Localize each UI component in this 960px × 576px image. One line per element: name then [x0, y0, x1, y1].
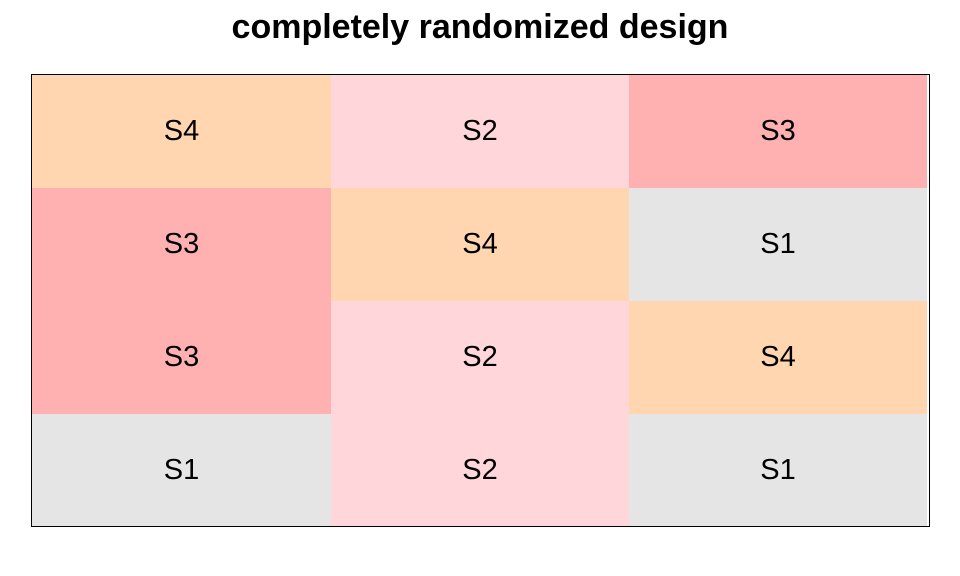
plot-cell: S3: [32, 188, 331, 301]
plot-cell: S2: [331, 75, 629, 188]
plot-cell: S2: [331, 301, 629, 414]
plot-cell: S4: [629, 301, 927, 414]
plot-cell: S1: [32, 414, 331, 526]
plot-cell: S4: [331, 188, 629, 301]
plot-cell: S3: [629, 75, 927, 188]
plot-cell: S2: [331, 414, 629, 526]
plot-cell: S3: [32, 301, 331, 414]
plot-cell: S1: [629, 414, 927, 526]
plot-cell: S4: [32, 75, 331, 188]
plot-cell: S1: [629, 188, 927, 301]
diagram-title: completely randomized design: [231, 8, 729, 46]
plot-grid: S4 S2 S3 S3 S4 S1 S3 S2 S4 S1 S2 S1: [31, 74, 930, 527]
